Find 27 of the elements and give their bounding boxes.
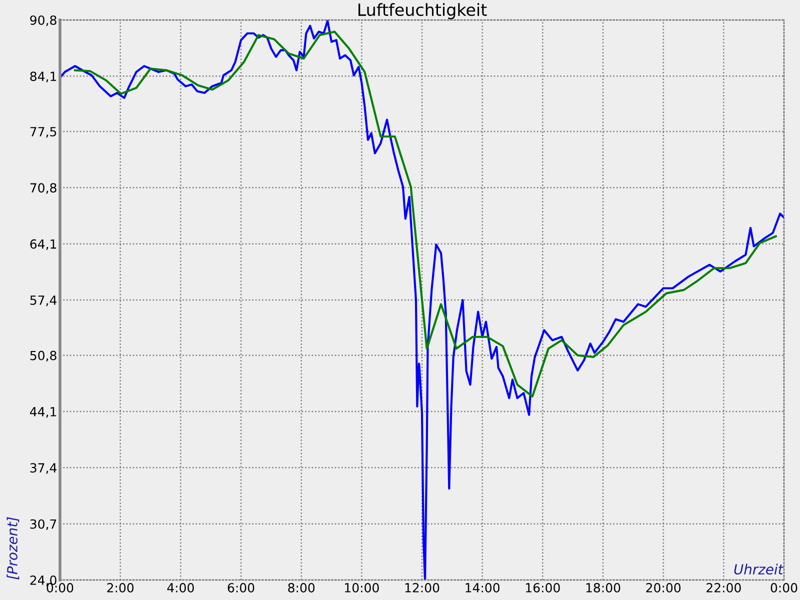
y-tick-label: 70,8 bbox=[30, 183, 56, 194]
x-tick-label: 8:00 bbox=[288, 583, 315, 592]
x-tick-label: 12:00 bbox=[405, 583, 440, 592]
x-axis-title: Uhrzeit bbox=[734, 564, 784, 575]
x-tick-label: 14:00 bbox=[466, 583, 500, 592]
y-tick-label: 77,5 bbox=[30, 127, 56, 138]
x-tick-label: 20:00 bbox=[646, 583, 681, 592]
line-series bbox=[60, 20, 784, 580]
x-tick-label: 6:00 bbox=[228, 583, 254, 592]
y-tick-label: 37,4 bbox=[30, 463, 57, 474]
chart-title: Luftfeuchtigkeit bbox=[358, 3, 487, 20]
x-tick-label: 18:00 bbox=[586, 583, 620, 592]
x-tick-label: 0:00 bbox=[770, 583, 798, 592]
x-tick-label: 2:00 bbox=[107, 583, 134, 592]
y-tick-label: 57,4 bbox=[30, 296, 57, 306]
y-axis-title: [Prozent] bbox=[6, 517, 20, 580]
x-tick-label: 4:00 bbox=[167, 583, 194, 592]
y-tick-label: 30,7 bbox=[30, 519, 56, 530]
line-series bbox=[74, 30, 777, 398]
y-tick-label: 64,1 bbox=[30, 239, 56, 250]
y-tick-label: 90,8 bbox=[30, 15, 56, 26]
y-tick-label: 44,1 bbox=[30, 407, 56, 418]
x-tick-label: 22:00 bbox=[706, 583, 741, 592]
y-tick-label: 84,1 bbox=[30, 72, 56, 82]
x-tick-label: 16:00 bbox=[526, 583, 560, 592]
y-tick-label: 50,8 bbox=[30, 350, 56, 362]
x-tick-label: 10:00 bbox=[345, 583, 379, 592]
